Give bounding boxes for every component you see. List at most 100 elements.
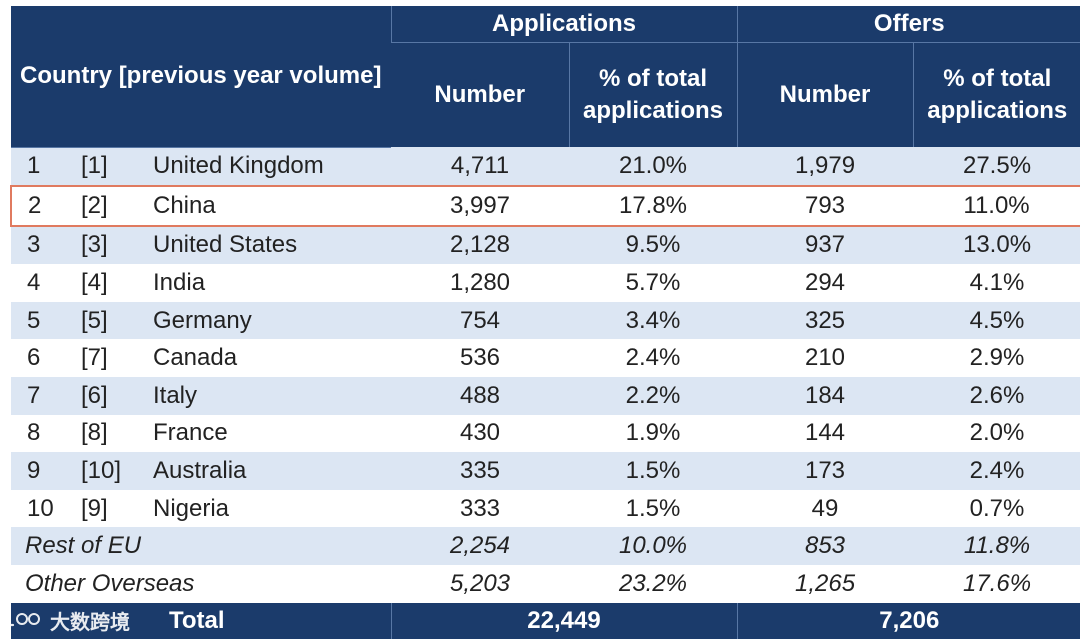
previous-rank-cell: [9]	[75, 489, 141, 528]
applications-number-cell: 333	[391, 489, 569, 528]
applications-number-cell: 2,128	[391, 225, 569, 265]
group-label-cell: Rest of EU	[11, 527, 391, 566]
rank-cell: 6	[11, 339, 75, 378]
applications-percent-cell: 1.5%	[569, 452, 738, 490]
country-cell: Nigeria	[141, 489, 391, 528]
applications-percent-cell: 2.2%	[569, 377, 738, 415]
total-row: Total 22,449 7,206	[11, 602, 1080, 639]
group-row-other-overseas: Other Overseas 5,203 23.2% 1,265 17.6%	[11, 565, 1080, 603]
offers-percent-cell: 4.5%	[913, 301, 1080, 340]
previous-rank-cell: [8]	[75, 414, 141, 453]
applications-number-header: Number	[391, 42, 569, 147]
table-row: 6 [7] Canada 536 2.4% 210 2.9%	[11, 339, 1080, 378]
applications-percent-cell: 17.8%	[569, 185, 738, 227]
table-row: 4 [4] India 1,280 5.7% 294 4.1%	[11, 264, 1080, 302]
logo-icon	[4, 609, 44, 631]
previous-rank-cell: [2]	[75, 185, 141, 227]
offers-percent-cell: 2.6%	[913, 377, 1080, 415]
applications-number-cell: 5,203	[391, 565, 569, 603]
total-label: Total	[11, 602, 391, 639]
table-row: 3 [3] United States 2,128 9.5% 937 13.0%	[11, 225, 1080, 265]
offers-percent-cell: 11.8%	[913, 527, 1080, 566]
rank-cell: 9	[11, 452, 75, 490]
table-row-highlighted: 2 [2] China 3,997 17.8% 793 11.0%	[10, 185, 1080, 227]
table-row: 7 [6] Italy 488 2.2% 184 2.6%	[11, 377, 1080, 415]
applications-percent-header: % of total applications	[568, 42, 738, 147]
applications-percent-cell: 9.5%	[569, 225, 738, 265]
applications-percent-cell: 21.0%	[569, 147, 738, 187]
group-label-cell: Other Overseas	[11, 565, 391, 603]
previous-rank-cell: [3]	[75, 225, 141, 265]
country-cell: Germany	[141, 301, 391, 340]
rank-cell: 3	[11, 225, 75, 265]
offers-percent-cell: 4.1%	[913, 264, 1080, 302]
applications-percent-cell: 3.4%	[569, 301, 738, 340]
applications-number-cell: 3,997	[391, 185, 569, 227]
country-cell: India	[141, 264, 391, 302]
offers-percent-header: % of total applications	[912, 42, 1080, 147]
applications-percent-cell: 1.5%	[569, 489, 738, 528]
applications-percent-cell: 5.7%	[569, 264, 738, 302]
applications-number-cell: 4,711	[391, 147, 569, 187]
rank-cell: 5	[11, 301, 75, 340]
offers-percent-cell: 11.0%	[913, 185, 1080, 227]
offers-number-cell: 144	[737, 414, 914, 453]
previous-rank-cell: [4]	[75, 264, 141, 302]
offers-number-cell: 937	[737, 225, 914, 265]
offers-percent-cell: 2.4%	[913, 452, 1080, 490]
rank-cell: 10	[11, 489, 75, 528]
offers-number-cell: 49	[737, 489, 914, 528]
applications-percent-cell: 2.4%	[569, 339, 738, 378]
applications-percent-cell: 1.9%	[569, 414, 738, 453]
applications-number-cell: 536	[391, 339, 569, 378]
offers-number-cell: 294	[737, 264, 914, 302]
rank-cell: 1	[11, 147, 75, 187]
offers-number-cell: 853	[737, 527, 914, 566]
offers-number-cell: 184	[737, 377, 914, 415]
offers-number-cell: 793	[737, 185, 914, 227]
group-row-rest-of-eu: Rest of EU 2,254 10.0% 853 11.8%	[11, 527, 1080, 566]
country-cell: France	[141, 414, 391, 453]
rank-cell: 4	[11, 264, 75, 302]
country-cell: Italy	[141, 377, 391, 415]
country-cell: Australia	[141, 452, 391, 490]
country-cell: United Kingdom	[141, 147, 391, 187]
offers-number-cell: 325	[737, 301, 914, 340]
applications-number-cell: 754	[391, 301, 569, 340]
previous-rank-cell: [1]	[75, 147, 141, 187]
country-cell: United States	[141, 225, 391, 265]
previous-rank-cell: [7]	[75, 339, 141, 378]
applications-number-cell: 335	[391, 452, 569, 490]
offers-percent-cell: 0.7%	[913, 489, 1080, 528]
offers-number-cell: 1,265	[737, 565, 914, 603]
offers-number-cell: 210	[737, 339, 914, 378]
offers-total: 7,206	[736, 602, 1080, 639]
rank-cell: 7	[11, 377, 75, 415]
rank-cell: 8	[11, 414, 75, 453]
previous-rank-cell: [5]	[75, 301, 141, 340]
applications-percent-cell: 23.2%	[569, 565, 738, 603]
previous-rank-cell: [10]	[75, 452, 141, 490]
applications-number-cell: 488	[391, 377, 569, 415]
offers-percent-cell: 17.6%	[913, 565, 1080, 603]
table-row: 5 [5] Germany 754 3.4% 325 4.5%	[11, 301, 1080, 340]
table-row: 1 [1] United Kingdom 4,711 21.0% 1,979 2…	[11, 147, 1080, 187]
table-row: 9 [10] Australia 335 1.5% 173 2.4%	[11, 452, 1080, 490]
offers-percent-cell: 27.5%	[913, 147, 1080, 187]
offers-percent-cell: 2.0%	[913, 414, 1080, 453]
applications-total: 22,449	[390, 602, 738, 639]
applications-number-cell: 430	[391, 414, 569, 453]
offers-number-header: Number	[736, 42, 914, 147]
country-cell: China	[141, 185, 391, 227]
data-table-container: Country [previous year volume] Applicati…	[10, 6, 1080, 639]
table-row: 10 [9] Nigeria 333 1.5% 49 0.7%	[11, 489, 1080, 528]
applications-offers-table: Country [previous year volume] Applicati…	[10, 6, 1080, 639]
offers-number-cell: 1,979	[737, 147, 914, 187]
offers-number-cell: 173	[737, 452, 914, 490]
offers-percent-cell: 2.9%	[913, 339, 1080, 378]
country-column-header: Country [previous year volume]	[11, 6, 391, 148]
table-row: 8 [8] France 430 1.9% 144 2.0%	[11, 414, 1080, 453]
watermark-text: 大数跨境	[50, 611, 130, 634]
offers-percent-cell: 13.0%	[913, 225, 1080, 265]
applications-number-cell: 2,254	[391, 527, 569, 566]
